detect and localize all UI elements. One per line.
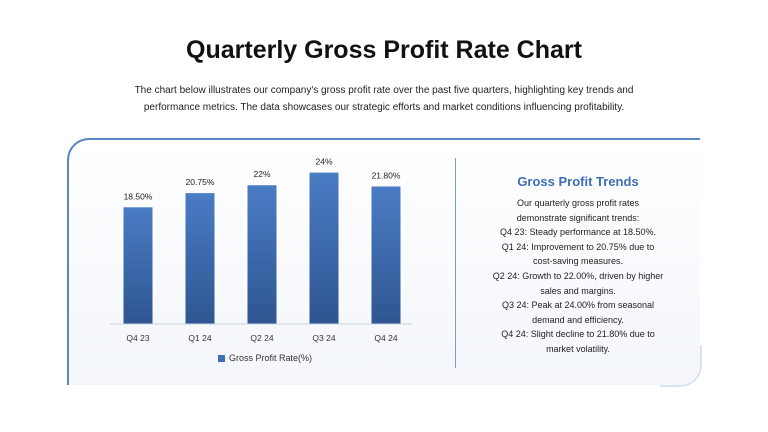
chart-legend: Gross Profit Rate(%): [218, 353, 312, 363]
trends-line: Q4 23: Steady performance at 18.50%.: [499, 227, 657, 238]
x-tick-label: Q2 24: [250, 333, 273, 343]
bar-q1-24: [185, 193, 215, 324]
data-label: 22%: [253, 169, 270, 179]
data-label: 24%: [315, 157, 332, 167]
trends-line: sales and margins.: [540, 285, 616, 296]
page-subtitle: The chart below illustrates our company'…: [134, 85, 634, 113]
x-tick-label: Q4 23: [126, 333, 149, 343]
trends-line: Q4 24: Slight decline to 21.80% due to: [501, 329, 655, 340]
data-label: 20.75%: [186, 177, 215, 187]
page-title: Quarterly Gross Profit Rate Chart: [186, 36, 582, 64]
legend-label: Gross Profit Rate(%): [229, 353, 313, 363]
trends-line: demonstrate significant trends:: [516, 212, 640, 223]
x-tick-label: Q1 24: [188, 333, 211, 343]
bar-q4-24: [371, 186, 401, 324]
legend-swatch: [218, 354, 225, 362]
trends-line: Q2 24: Growth to 22.00%, driven by highe…: [492, 270, 664, 281]
bar-q2-24: [247, 185, 277, 324]
trends-line: market volatility.: [546, 343, 610, 354]
data-label: 18.50%: [124, 191, 153, 201]
bar-q3-24: [309, 172, 339, 324]
x-tick-label: Q3 24: [312, 333, 335, 343]
trends-text: Our quarterly gross profit rates demonstr…: [478, 196, 678, 357]
trends-line: Q1 24: Improvement to 20.75% due to: [501, 241, 655, 252]
trends-line: Q3 24: Peak at 24.00% from seasonal: [501, 300, 655, 311]
trends-line: demand and efficiency.: [532, 314, 624, 325]
trends-heading: Gross Profit Trends: [517, 174, 639, 189]
trends-line: cost-saving measures.: [532, 256, 624, 267]
x-tick-label: Q4 24: [374, 333, 397, 343]
trends-line: Our quarterly gross profit rates: [516, 198, 640, 208]
data-label: 21.80%: [372, 170, 401, 180]
bar-q4-23: [123, 207, 153, 324]
panel-divider: [455, 158, 456, 368]
